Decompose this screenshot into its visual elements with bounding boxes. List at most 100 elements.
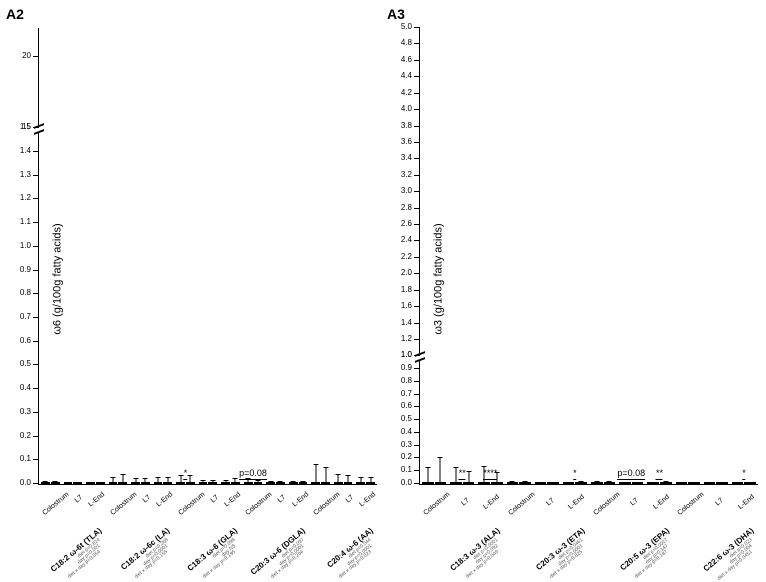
series-label: C18:2 ω-6c (LA)diet p=0.268day p<0.0001d…: [106, 522, 174, 549]
bar-group: [420, 482, 448, 484]
stage-label: L-End: [480, 491, 505, 513]
bar: [435, 482, 447, 484]
bar: [131, 482, 140, 484]
xticks-a2: ColostrumL7L-EndColostrumL7L-EndColostru…: [38, 485, 377, 492]
bar: [321, 482, 330, 484]
bar: [716, 482, 728, 484]
bar-group: [287, 482, 310, 484]
bar: [199, 482, 208, 484]
bar: [366, 482, 375, 484]
bar-group: **: [645, 482, 673, 484]
xlabels-a3: C18:3 ω-3 (ALA)diet p<0.0001day p=0.092d…: [419, 522, 758, 549]
bar: [276, 482, 285, 484]
bar: [86, 482, 95, 484]
bar-group: [332, 482, 355, 484]
stage-label: L7: [138, 491, 156, 507]
bar-group: [152, 482, 175, 484]
series-label: C18:3 ω-6 (GLA)diet p=0.098day NSdiet x …: [173, 522, 241, 549]
bar: [118, 482, 127, 484]
xlabels-a2: C18:2 ω-6t (TLA)diet p=0.814day p=0.001d…: [38, 522, 377, 549]
bar: [334, 482, 343, 484]
bar: [141, 482, 150, 484]
bar: [547, 482, 559, 484]
panel-a2: A2 ω6 (g/100g fatty acids) 0.00.10.20.30…: [4, 8, 381, 549]
stage-label: Colostrum: [109, 491, 138, 517]
bar: [604, 482, 616, 484]
bar: [744, 482, 756, 484]
panel-title-a3: A3: [387, 6, 405, 22]
series-label: C20:3 ω-6 (DGLA)diet p=0.097day p<0.0001…: [241, 522, 309, 549]
stage-label: L-End: [291, 491, 310, 508]
stage-label: L7: [70, 491, 88, 507]
bar-group: [533, 482, 561, 484]
series-label: C20:4 ω-6 (AA)diet p=0.044day p<0.0001di…: [309, 522, 377, 549]
stage-label: L7: [206, 491, 224, 507]
bar: [221, 482, 230, 484]
bar: [41, 482, 50, 484]
bar-group: [107, 482, 130, 484]
bar-group: [589, 482, 617, 484]
stage-label: L7: [453, 491, 478, 513]
bar-group: [674, 482, 702, 484]
bar-group: [354, 482, 377, 484]
bar: [507, 482, 519, 484]
page: A2 ω6 (g/100g fatty acids) 0.00.10.20.30…: [0, 0, 766, 553]
stage-label: L7: [341, 491, 359, 507]
bar-group: [62, 482, 85, 484]
bar-group: *: [730, 482, 758, 484]
bar-group: *: [174, 482, 197, 484]
bar: [266, 482, 275, 484]
bar: [64, 482, 73, 484]
bar: [591, 482, 603, 484]
bar-group: **: [448, 482, 476, 484]
bar-group: ****: [476, 482, 504, 484]
bar-group: [505, 482, 533, 484]
bar: [344, 482, 353, 484]
bar: [154, 482, 163, 484]
bar: [208, 482, 217, 484]
bar: [535, 482, 547, 484]
bar: [51, 482, 60, 484]
bar: [519, 482, 531, 484]
bar: [311, 482, 320, 484]
bar-group: [264, 482, 287, 484]
bar: [299, 482, 308, 484]
stage-label: L-End: [87, 491, 106, 508]
stage-label: Colostrum: [245, 491, 274, 517]
bar: [163, 482, 172, 484]
stage-label: Colostrum: [507, 491, 536, 517]
bar: [704, 482, 716, 484]
series-label: C20:3 ω-3 (ETA)diet p=0.0461day p<0.0001…: [504, 522, 589, 549]
stage-label: L7: [623, 491, 648, 513]
series-label: C20:5 ω-3 (EPA)diet p=0.0027day p=0.147d…: [589, 522, 674, 549]
bar-group: *: [561, 482, 589, 484]
bar-group: p=0.08: [242, 482, 265, 484]
stage-label: L-End: [564, 491, 589, 513]
stage-label: Colostrum: [177, 491, 206, 517]
bar-group: [39, 482, 62, 484]
bar: [676, 482, 688, 484]
bar-group: p=0.08: [617, 482, 645, 484]
series-label: C22:6 ω-3 (DHA)diet p=0.023day p=0.004di…: [673, 522, 758, 549]
bar: [109, 482, 118, 484]
panel-title-a2: A2: [6, 6, 24, 22]
xticks-a3: ColostrumL7L-EndColostrumL7L-EndColostru…: [419, 485, 758, 492]
stage-label: L-End: [649, 491, 674, 513]
stage-label: Colostrum: [592, 491, 621, 517]
stage-label: Colostrum: [41, 491, 70, 517]
bar-group: [129, 482, 152, 484]
series-label: C18:2 ω-6t (TLA)diet p=0.814day p=0.001d…: [38, 522, 106, 549]
stage-label: L-End: [359, 491, 378, 508]
bar-group: [197, 482, 220, 484]
stage-label: L-End: [223, 491, 242, 508]
plot-a3: 0.00.10.20.30.40.50.60.70.80.91.01.01.21…: [419, 28, 758, 485]
bar: [186, 482, 195, 484]
bar: [575, 482, 587, 484]
stage-label: L7: [273, 491, 291, 507]
bar-group: [309, 482, 332, 484]
bar: [73, 482, 82, 484]
bar-group: [84, 482, 107, 484]
panel-a3: A3 ω3 (g/100g fatty acids) 0.00.10.20.30…: [385, 8, 762, 549]
stage-label: Colostrum: [313, 491, 342, 517]
series-label: C18:3 ω-3 (ALA)diet p<0.0001day p=0.092d…: [419, 522, 504, 549]
